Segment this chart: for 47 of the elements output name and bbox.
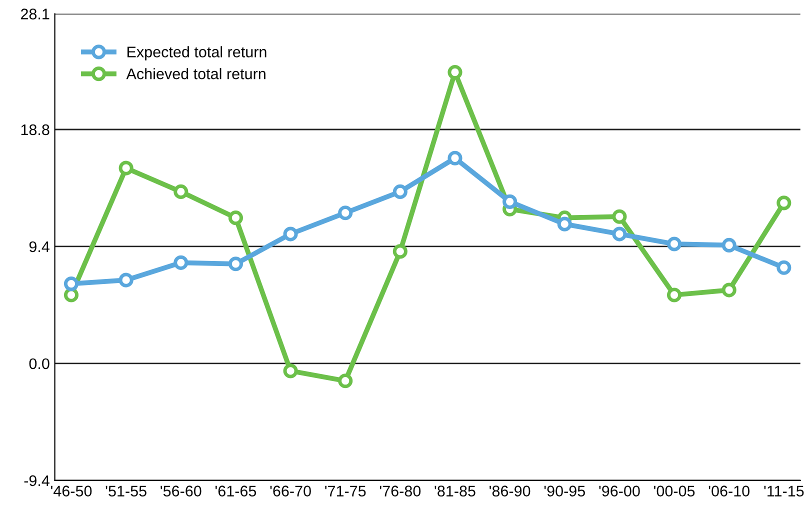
- point: [502, 194, 518, 209]
- y-tick-label: 28.1: [20, 8, 50, 20]
- point: [776, 196, 792, 210]
- x-tick-label: '81-85: [434, 486, 476, 497]
- x-tick-label: '51-55: [106, 486, 146, 497]
- point: [174, 255, 188, 270]
- point: [612, 209, 627, 224]
- y-tick-label: 18.8: [21, 124, 50, 136]
- x-tick-label: '76-80: [380, 486, 421, 497]
- point: [118, 160, 134, 176]
- point: [612, 226, 627, 242]
- x-tick-label: '56-60: [160, 486, 202, 497]
- point: [118, 272, 134, 288]
- point: [283, 364, 298, 378]
- x-tick-label: '96-00: [599, 486, 640, 497]
- y-tick-label: 0.0: [29, 358, 50, 370]
- point: [338, 374, 353, 388]
- point: [392, 184, 408, 200]
- x-tick-label: '46-50: [51, 486, 92, 497]
- point: [338, 206, 353, 220]
- point: [392, 244, 408, 259]
- point: [174, 184, 188, 200]
- x-tick-label: '11-15: [764, 486, 804, 497]
- point: [448, 64, 462, 80]
- point: [722, 238, 736, 253]
- x-tick-label: '00-05: [654, 486, 695, 497]
- x-tick-label: '86-90: [490, 486, 530, 497]
- point: [64, 276, 79, 292]
- x-tick-label: '06-10: [708, 486, 750, 497]
- point: [776, 260, 792, 275]
- y-tick-label: 9.4: [29, 241, 50, 252]
- point: [557, 216, 572, 232]
- point: [448, 150, 462, 166]
- point: [228, 210, 244, 226]
- point: [666, 236, 682, 252]
- x-tick-label: '61-65: [215, 486, 256, 497]
- point: [228, 256, 244, 272]
- legend-label: Achieved total return: [126, 68, 266, 80]
- point: [64, 288, 79, 302]
- point: [283, 226, 298, 242]
- point: [666, 288, 682, 302]
- x-tick-label: '90-95: [544, 486, 585, 497]
- x-tick-label: '71-75: [325, 486, 366, 497]
- point: [722, 282, 736, 298]
- y-tick-label: -9.4: [24, 475, 50, 486]
- legend-label: Expected total return: [128, 46, 266, 60]
- x-tick-label: '66-70: [270, 486, 311, 497]
